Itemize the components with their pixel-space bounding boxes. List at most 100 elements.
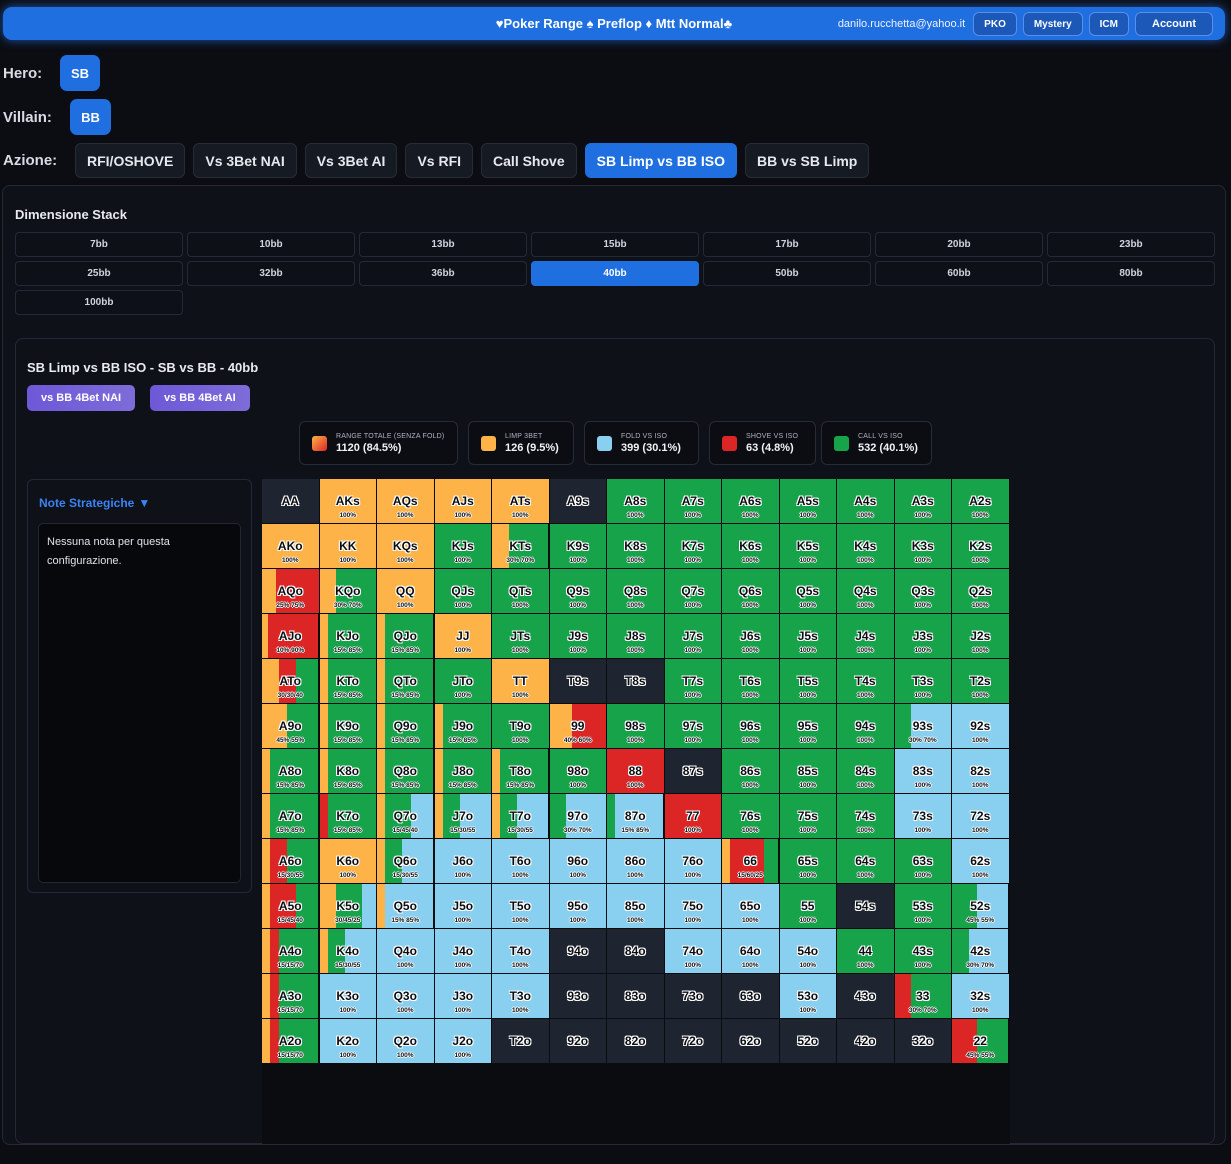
stack-option-13bb[interactable]: 13bb bbox=[359, 232, 527, 257]
hand-cell-63o[interactable]: 63o bbox=[722, 974, 779, 1018]
hand-cell-62s[interactable]: 62s 100% bbox=[952, 839, 1009, 883]
hand-cell-T2o[interactable]: T2o bbox=[492, 1019, 549, 1063]
hand-cell-53o[interactable]: 53o 100% bbox=[779, 974, 836, 1018]
hand-cell-J7o[interactable]: J7o 15/30/55 bbox=[434, 794, 492, 838]
hand-cell-52s[interactable]: 52s 45% 55% bbox=[952, 884, 1009, 928]
hand-cell-42s[interactable]: 42s 30% 70% bbox=[952, 929, 1009, 973]
hand-cell-TT[interactable]: TT 100% bbox=[492, 659, 549, 703]
hand-cell-43s[interactable]: 43s 100% bbox=[894, 929, 951, 973]
hand-cell-JJ[interactable]: JJ 100% bbox=[434, 614, 491, 658]
hand-cell-J4s[interactable]: J4s 100% bbox=[837, 614, 894, 658]
hand-cell-KQs[interactable]: KQs 100% bbox=[377, 524, 434, 568]
hand-cell-QTo[interactable]: QTo 15% 85% bbox=[377, 659, 434, 703]
hand-cell-42o[interactable]: 42o bbox=[837, 1019, 894, 1063]
hand-cell-97s[interactable]: 97s 100% bbox=[664, 704, 721, 748]
hand-cell-Q9o[interactable]: Q9o 15% 85% bbox=[377, 704, 434, 748]
stack-option-80bb[interactable]: 80bb bbox=[1047, 261, 1215, 286]
hand-cell-84s[interactable]: 84s 100% bbox=[837, 749, 894, 793]
hand-cell-K9s[interactable]: K9s 100% bbox=[549, 524, 606, 568]
hand-cell-A7o[interactable]: A7o 15% 85% bbox=[262, 794, 319, 838]
hand-cell-92s[interactable]: 92s 100% bbox=[952, 704, 1009, 748]
hand-cell-AQo[interactable]: AQo 25% 75% bbox=[262, 569, 319, 613]
hand-cell-T3s[interactable]: T3s 100% bbox=[894, 659, 951, 703]
hand-cell-T3o[interactable]: T3o 100% bbox=[492, 974, 549, 1018]
stack-option-50bb[interactable]: 50bb bbox=[703, 261, 871, 286]
hand-cell-K6o[interactable]: K6o 100% bbox=[319, 839, 376, 883]
tab-bb-vs-sb-limp[interactable]: BB vs SB Limp bbox=[744, 143, 870, 178]
hand-cell-AJo[interactable]: AJo 10% 90% bbox=[262, 614, 319, 658]
hand-cell-83o[interactable]: 83o bbox=[607, 974, 664, 1018]
hand-cell-82s[interactable]: 82s 100% bbox=[952, 749, 1009, 793]
hand-cell-32o[interactable]: 32o bbox=[894, 1019, 951, 1063]
hand-cell-52o[interactable]: 52o bbox=[779, 1019, 836, 1063]
account-button[interactable]: Account bbox=[1135, 12, 1213, 36]
hand-cell-T7s[interactable]: T7s 100% bbox=[664, 659, 721, 703]
icm-button[interactable]: ICM bbox=[1088, 12, 1129, 36]
hand-cell-22[interactable]: 22 45% 55% bbox=[952, 1019, 1009, 1063]
hand-cell-Q4s[interactable]: Q4s 100% bbox=[837, 569, 894, 613]
hand-cell-54s[interactable]: 54s bbox=[837, 884, 894, 928]
hand-cell-75s[interactable]: 75s 100% bbox=[779, 794, 836, 838]
hand-cell-K4o[interactable]: K4o 15/30/55 bbox=[319, 929, 377, 973]
tab-vs-rfi[interactable]: Vs RFI bbox=[405, 143, 474, 178]
hand-cell-KK[interactable]: KK 100% bbox=[319, 524, 376, 568]
hand-cell-53s[interactable]: 53s 100% bbox=[894, 884, 951, 928]
hand-cell-54o[interactable]: 54o 100% bbox=[779, 929, 836, 973]
hand-cell-94s[interactable]: 94s 100% bbox=[837, 704, 894, 748]
stack-option-25bb[interactable]: 25bb bbox=[15, 261, 183, 286]
hand-cell-76s[interactable]: 76s 100% bbox=[722, 794, 779, 838]
hand-cell-65o[interactable]: 65o 100% bbox=[722, 884, 779, 928]
hand-cell-K3s[interactable]: K3s 100% bbox=[894, 524, 951, 568]
stack-option-100bb[interactable]: 100bb bbox=[15, 290, 183, 315]
tab-call-shove[interactable]: Call Shove bbox=[481, 143, 577, 178]
hand-cell-J6o[interactable]: J6o 100% bbox=[434, 839, 491, 883]
hand-cell-A8o[interactable]: A8o 15% 85% bbox=[262, 749, 319, 793]
hand-cell-J7s[interactable]: J7s 100% bbox=[664, 614, 721, 658]
hand-cell-J5o[interactable]: J5o 100% bbox=[434, 884, 491, 928]
hand-cell-J5s[interactable]: J5s 100% bbox=[779, 614, 836, 658]
hand-cell-AQs[interactable]: AQs 100% bbox=[377, 479, 434, 523]
hand-cell-T6s[interactable]: T6s 100% bbox=[722, 659, 779, 703]
hand-cell-Q7o[interactable]: Q7o 15/45/40 bbox=[377, 794, 434, 838]
notes-toggle[interactable]: Note Strategiche ▼ bbox=[39, 496, 150, 510]
hand-cell-KTs[interactable]: KTs 30% 70% bbox=[492, 524, 549, 568]
hand-cell-AKo[interactable]: AKo 100% bbox=[262, 524, 319, 568]
stack-option-60bb[interactable]: 60bb bbox=[875, 261, 1043, 286]
hand-cell-33[interactable]: 33 30% 70% bbox=[894, 974, 952, 1018]
hand-cell-K8s[interactable]: K8s 100% bbox=[607, 524, 664, 568]
hand-cell-T8s[interactable]: T8s bbox=[607, 659, 664, 703]
stack-option-15bb[interactable]: 15bb bbox=[531, 232, 699, 257]
hand-cell-Q8o[interactable]: Q8o 15% 85% bbox=[377, 749, 434, 793]
tab-vs-3bet-ai[interactable]: Vs 3Bet AI bbox=[304, 143, 398, 178]
hand-cell-82o[interactable]: 82o bbox=[607, 1019, 664, 1063]
hand-cell-K5o[interactable]: K5o 30/45/25 bbox=[319, 884, 377, 928]
hand-cell-66[interactable]: 66 15/60/25 bbox=[722, 839, 779, 883]
hand-cell-K5s[interactable]: K5s 100% bbox=[779, 524, 836, 568]
stack-option-40bb[interactable]: 40bb bbox=[531, 261, 699, 286]
hand-cell-J8s[interactable]: J8s 100% bbox=[607, 614, 664, 658]
hand-cell-95o[interactable]: 95o 100% bbox=[549, 884, 606, 928]
hand-cell-J8o[interactable]: J8o 15% 85% bbox=[434, 749, 492, 793]
hand-cell-76o[interactable]: 76o 100% bbox=[664, 839, 721, 883]
hand-cell-T9o[interactable]: T9o 100% bbox=[492, 704, 549, 748]
tab-sb-limp-vs-bb-iso[interactable]: SB Limp vs BB ISO bbox=[584, 143, 737, 178]
hand-cell-A9s[interactable]: A9s bbox=[549, 479, 606, 523]
hand-cell-J3s[interactable]: J3s 100% bbox=[894, 614, 951, 658]
hand-cell-K2s[interactable]: K2s 100% bbox=[952, 524, 1009, 568]
hand-cell-72s[interactable]: 72s 100% bbox=[952, 794, 1009, 838]
hand-cell-96s[interactable]: 96s 100% bbox=[722, 704, 779, 748]
hand-cell-Q8s[interactable]: Q8s 100% bbox=[607, 569, 664, 613]
hand-cell-98s[interactable]: 98s 100% bbox=[607, 704, 664, 748]
hand-cell-A5s[interactable]: A5s 100% bbox=[779, 479, 836, 523]
hand-cell-92o[interactable]: 92o bbox=[549, 1019, 606, 1063]
hand-cell-KJo[interactable]: KJo 15% 85% bbox=[319, 614, 377, 658]
hand-cell-93s[interactable]: 93s 30% 70% bbox=[894, 704, 952, 748]
hand-cell-86o[interactable]: 86o 100% bbox=[607, 839, 664, 883]
hand-cell-A2o[interactable]: A2o 15/15/70 bbox=[262, 1019, 319, 1063]
hand-cell-T2s[interactable]: T2s 100% bbox=[952, 659, 1009, 703]
hand-cell-A6o[interactable]: A6o 15/30/55 bbox=[262, 839, 319, 883]
hand-cell-K6s[interactable]: K6s 100% bbox=[722, 524, 779, 568]
hand-cell-KQo[interactable]: KQo 30% 70% bbox=[319, 569, 377, 613]
hand-cell-KJs[interactable]: KJs 100% bbox=[434, 524, 491, 568]
hand-cell-T6o[interactable]: T6o 100% bbox=[492, 839, 549, 883]
